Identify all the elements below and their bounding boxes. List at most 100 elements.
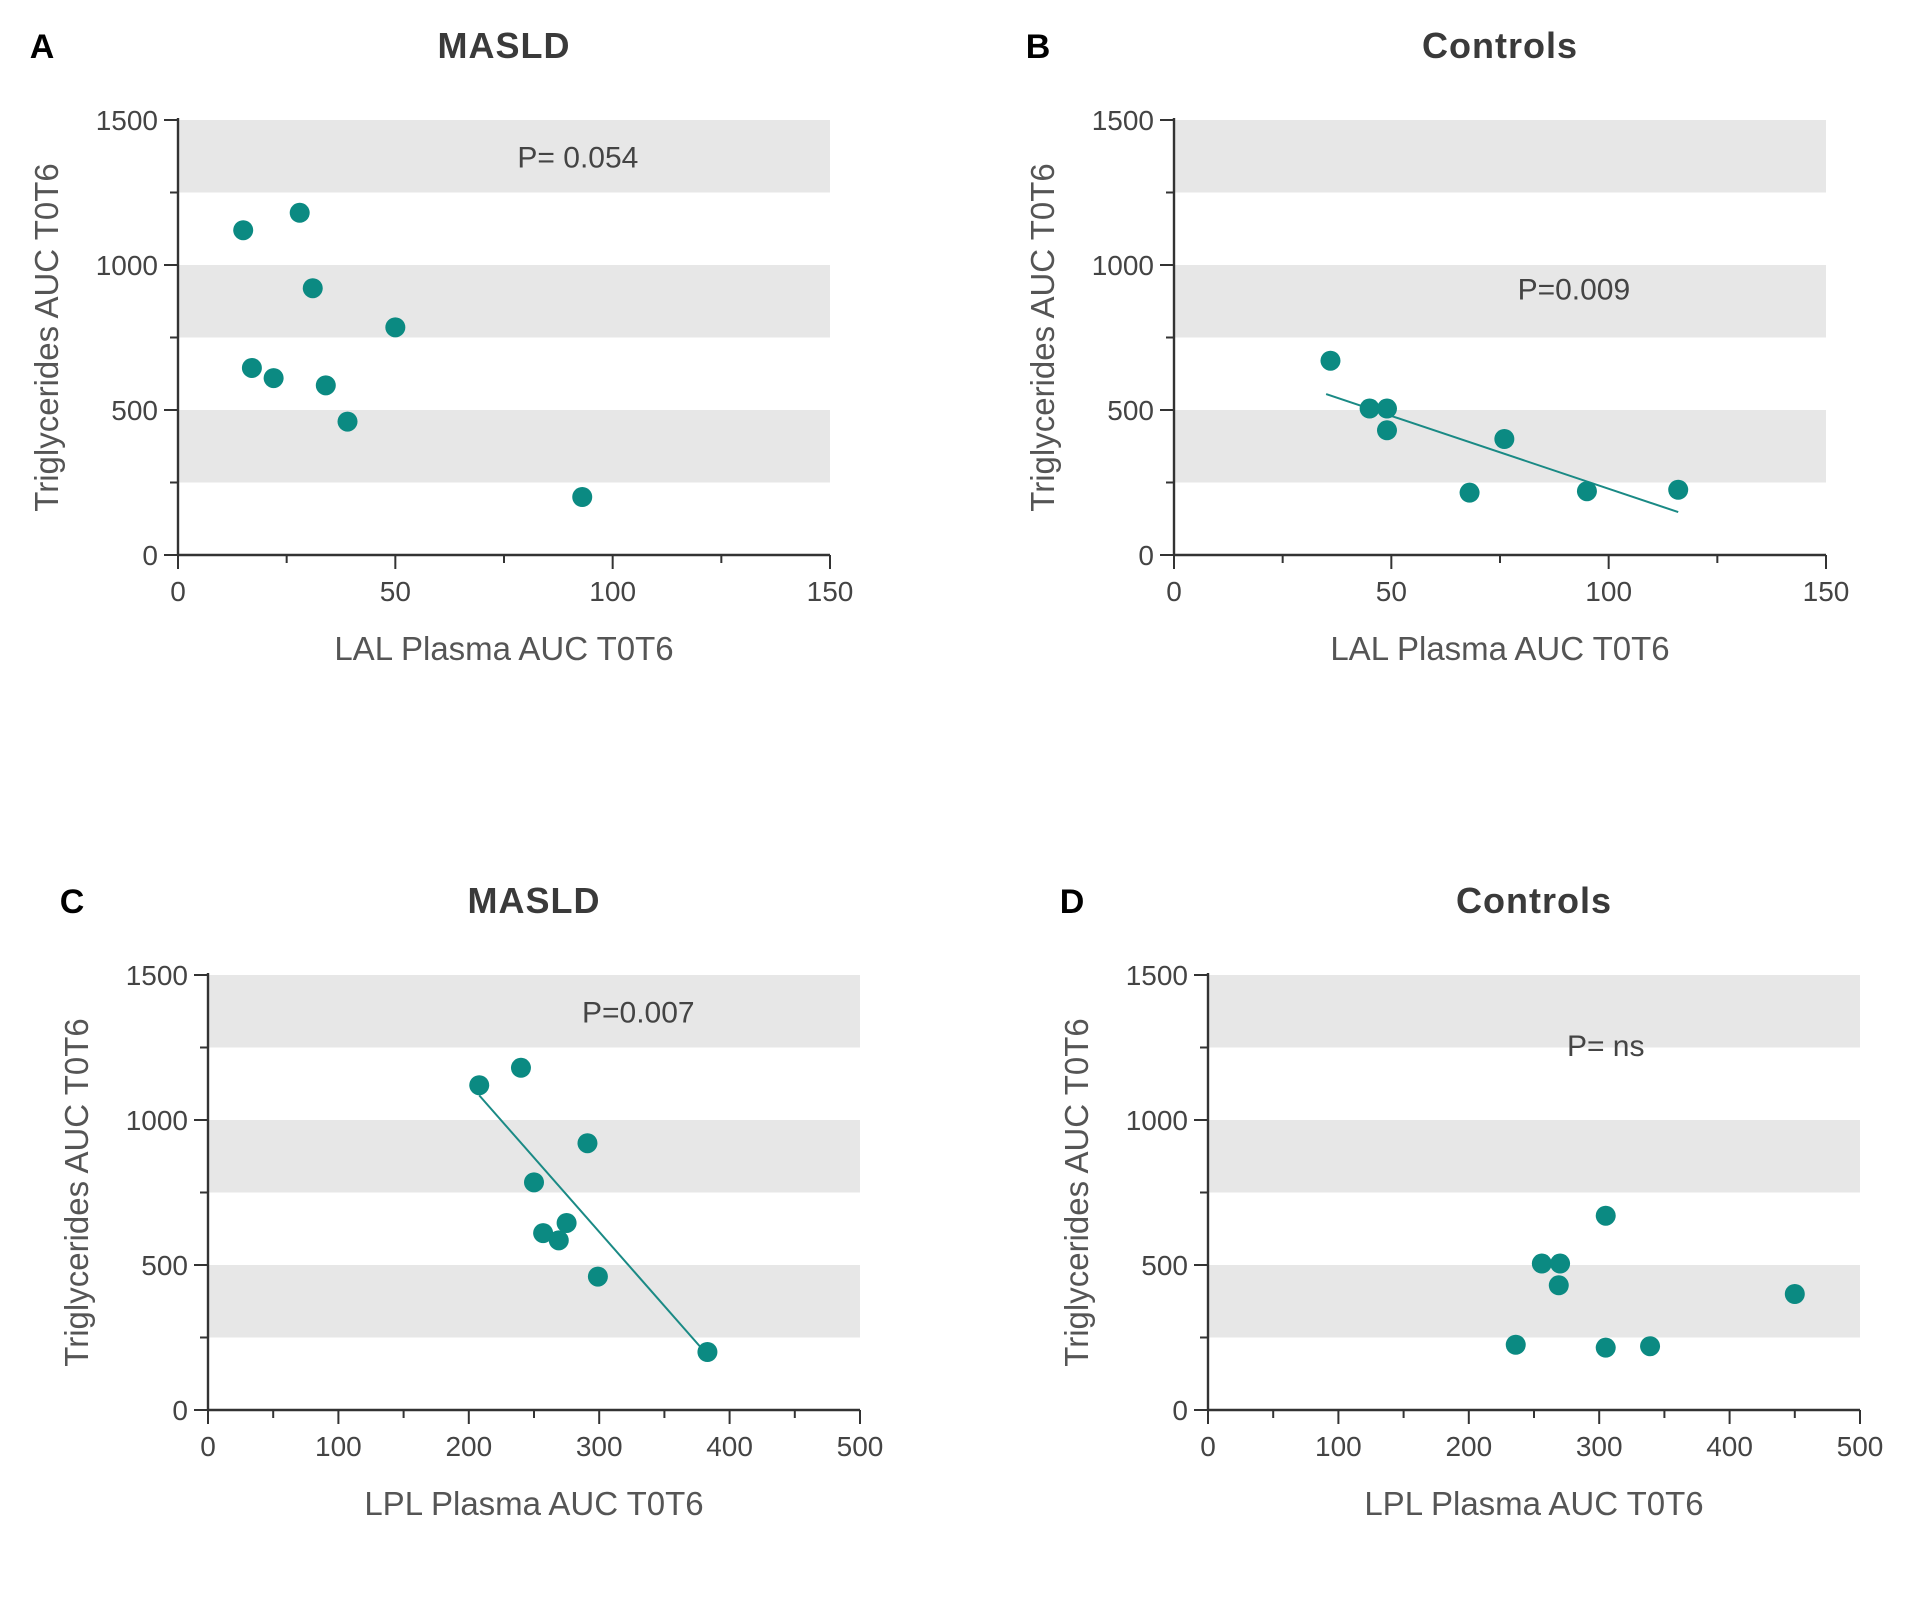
y-tick-label: 1500 <box>1092 105 1154 136</box>
x-tick-label: 500 <box>1837 1431 1884 1462</box>
y-tick-label: 1000 <box>1126 1105 1188 1136</box>
data-point <box>241 357 262 378</box>
data-point <box>533 1223 554 1244</box>
y-tick-label: 1000 <box>1092 250 1154 281</box>
p-value-annotation: P= 0.054 <box>517 142 638 175</box>
chart-title: MASLD <box>468 880 601 921</box>
data-point <box>289 202 310 223</box>
x-tick-label: 0 <box>200 1431 216 1462</box>
data-point <box>524 1172 544 1193</box>
y-axis-label: Triglycerides AUC T0T6 <box>1024 163 1061 511</box>
data-point <box>1640 1336 1661 1357</box>
y-tick-label: 0 <box>172 1395 188 1426</box>
y-tick-label: 1000 <box>96 250 158 281</box>
y-tick-label: 500 <box>111 395 158 426</box>
y-tick-label: 1500 <box>1126 960 1188 991</box>
grid-band <box>178 120 830 193</box>
data-point <box>1784 1284 1805 1304</box>
data-point <box>263 368 284 389</box>
y-tick-label: 0 <box>142 540 158 571</box>
x-tick-label: 0 <box>1166 576 1182 607</box>
panel-d: D Controls 0 500 1000 1500 0 100 200 300 400 500 LPL… <box>1030 855 1908 1615</box>
data-point <box>1376 420 1397 441</box>
scatter-chart-a: A MASLD 0 500 1000 1500 0 50 100 150 LAL Plasma AU… <box>28 25 853 667</box>
x-tick-label: 200 <box>1445 1431 1492 1462</box>
data-point <box>233 220 254 241</box>
data-point <box>1376 398 1397 419</box>
panel-letter: B <box>1026 28 1051 66</box>
data-point <box>1668 479 1689 500</box>
p-value-annotation: P=0.007 <box>582 997 695 1030</box>
x-tick-label: 150 <box>1803 576 1850 607</box>
data-point <box>337 411 358 432</box>
x-axis-label: LPL Plasma AUC T0T6 <box>364 1485 703 1522</box>
data-point <box>1494 429 1515 449</box>
x-tick-label: 200 <box>445 1431 492 1462</box>
x-tick-label: 500 <box>837 1431 884 1462</box>
data-point <box>572 487 593 507</box>
panel-a: A MASLD 0 500 1000 1500 0 50 100 150 LAL Plasma AU… <box>0 0 954 760</box>
panel-letter: D <box>1060 883 1085 921</box>
x-tick-label: 100 <box>315 1431 362 1462</box>
x-axis-label: LAL Plasma AUC T0T6 <box>334 630 673 667</box>
y-tick-label: 1500 <box>96 105 158 136</box>
y-axis-label: Triglycerides AUC T0T6 <box>28 163 65 511</box>
grid-band <box>1174 265 1826 338</box>
data-point <box>697 1342 718 1362</box>
panel-letter: C <box>60 883 85 921</box>
panel-c: C MASLD 0 500 1000 1500 0 100 200 300 400 500 LPL Pl… <box>30 855 984 1615</box>
chart-title: Controls <box>1456 880 1612 921</box>
grid-band <box>208 975 860 1048</box>
data-point <box>1595 1205 1616 1226</box>
scatter-chart-b: B Controls 0 500 1000 1500 0 50 100 150 LAL Plasma… <box>1024 25 1850 667</box>
grid-band <box>1174 120 1826 193</box>
x-axis-label: LPL Plasma AUC T0T6 <box>1364 1485 1703 1522</box>
y-tick-label: 500 <box>1141 1250 1188 1281</box>
data-point <box>556 1212 577 1233</box>
y-tick-label: 1500 <box>126 960 188 991</box>
x-tick-label: 0 <box>1200 1431 1216 1462</box>
y-tick-label: 500 <box>141 1250 188 1281</box>
data-point <box>1320 350 1341 371</box>
p-value-annotation: P=0.009 <box>1518 274 1631 307</box>
x-tick-label: 50 <box>380 576 411 607</box>
data-point <box>1548 1275 1569 1296</box>
x-axis-label: LAL Plasma AUC T0T6 <box>1330 630 1669 667</box>
x-tick-label: 0 <box>170 576 186 607</box>
data-point <box>1576 481 1597 502</box>
x-tick-label: 400 <box>1706 1431 1753 1462</box>
grid-band <box>208 1265 860 1338</box>
data-point <box>548 1230 569 1251</box>
data-point <box>302 278 323 299</box>
grid-band <box>1208 975 1860 1048</box>
scatter-chart-c: C MASLD 0 500 1000 1500 0 100 200 300 400 500 LPL Pl… <box>58 880 884 1522</box>
data-point <box>510 1057 531 1078</box>
data-point <box>1359 398 1380 419</box>
scatter-chart-d: D Controls 0 500 1000 1500 0 100 200 300 400 500 LPL… <box>1058 880 1884 1522</box>
grid-band <box>178 265 830 338</box>
x-tick-label: 300 <box>1576 1431 1623 1462</box>
data-point <box>1459 482 1480 503</box>
data-point <box>1595 1337 1616 1358</box>
data-point <box>385 317 406 338</box>
data-point <box>1531 1253 1552 1274</box>
x-tick-label: 300 <box>576 1431 623 1462</box>
p-value-annotation: P= ns <box>1567 1030 1645 1063</box>
x-tick-label: 400 <box>706 1431 753 1462</box>
x-tick-label: 100 <box>1585 576 1632 607</box>
chart-title: MASLD <box>438 25 571 66</box>
data-point <box>577 1133 598 1154</box>
data-point <box>587 1266 608 1287</box>
grid-band <box>1208 1120 1860 1193</box>
x-tick-label: 50 <box>1376 576 1407 607</box>
data-point <box>1550 1253 1571 1274</box>
data-point <box>469 1075 490 1096</box>
y-tick-label: 0 <box>1172 1395 1188 1426</box>
panel-letter: A <box>30 28 55 66</box>
y-tick-label: 500 <box>1107 395 1154 426</box>
grid-band <box>1208 1265 1860 1338</box>
y-axis-label: Triglycerides AUC T0T6 <box>1058 1018 1095 1366</box>
regression-line <box>478 1094 706 1353</box>
x-tick-label: 100 <box>589 576 636 607</box>
figure: A MASLD 0 500 1000 1500 0 50 100 150 LAL Plasma AU… <box>0 0 1883 1522</box>
